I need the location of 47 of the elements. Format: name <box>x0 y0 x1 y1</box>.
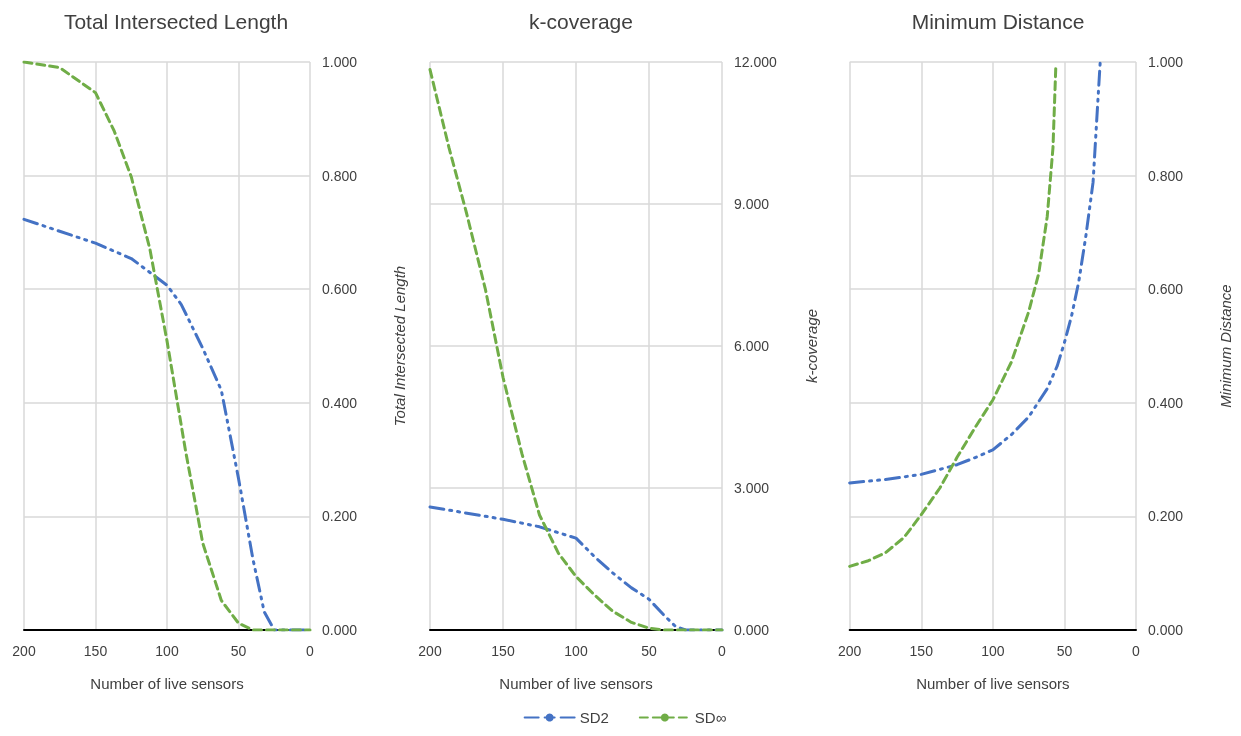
x-tick-label: 150 <box>491 643 515 659</box>
x-tick-label: 150 <box>83 643 108 659</box>
x-tick-label: 50 <box>230 643 247 659</box>
chart-title: k-coverage <box>529 10 633 33</box>
y-tick-label: 9.000 <box>734 196 770 212</box>
line-series <box>22 60 312 632</box>
x-tick-label: 0 <box>306 643 315 659</box>
y-tick-label: 0.000 <box>734 622 770 638</box>
chart-title: Minimum Distance <box>911 10 1085 33</box>
y-tick-label: 0.000 <box>1148 622 1184 638</box>
x-tick-label: 0 <box>718 643 727 659</box>
x-axis-title: Number of live sensors <box>916 675 1070 692</box>
x-axis-title: Number of live sensors <box>90 675 244 692</box>
y-tick-label: 0.000 <box>322 622 358 638</box>
y-tick-label: 0.600 <box>1148 281 1184 298</box>
x-tick-label: 0 <box>1132 643 1141 659</box>
x-tick-label: 50 <box>1056 643 1073 659</box>
x-tick-label: 150 <box>909 643 934 659</box>
y-tick-label: 12.000 <box>734 54 778 70</box>
x-tick-label: 200 <box>418 643 442 659</box>
line-series <box>848 64 1058 568</box>
y-tick-label: 1.000 <box>322 54 358 70</box>
line-series <box>848 60 1102 485</box>
y-tick-label: 0.800 <box>1148 167 1184 184</box>
legend-label: SD2 <box>579 709 609 726</box>
x-tick-label: 100 <box>981 643 1005 659</box>
x-tick-label: 100 <box>155 643 179 659</box>
legend-label: SD∞ <box>694 709 727 726</box>
y-axis-title: Total Intersected Length <box>391 265 408 427</box>
x-tick-label: 200 <box>838 643 862 659</box>
x-tick-label: 200 <box>12 643 36 659</box>
line-series <box>428 68 724 632</box>
x-tick-label: 100 <box>564 643 588 659</box>
chart-title: Total Intersected Length <box>63 10 289 33</box>
y-tick-label: 6.000 <box>734 338 770 354</box>
y-tick-label: 0.800 <box>322 167 358 184</box>
y-tick-label: 0.600 <box>322 281 358 298</box>
y-tick-label: 0.400 <box>1148 394 1184 411</box>
y-axis-title: k-coverage <box>803 308 820 384</box>
x-tick-label: 50 <box>641 643 657 659</box>
y-tick-label: 3.000 <box>734 480 770 496</box>
y-tick-label: 0.200 <box>322 508 358 525</box>
y-axis-title: Minimum Distance <box>1217 284 1234 408</box>
x-axis-title: Number of live sensors <box>499 675 653 692</box>
y-tick-label: 1.000 <box>1148 54 1184 70</box>
y-tick-label: 0.200 <box>1148 508 1184 525</box>
y-tick-label: 0.400 <box>322 394 358 411</box>
